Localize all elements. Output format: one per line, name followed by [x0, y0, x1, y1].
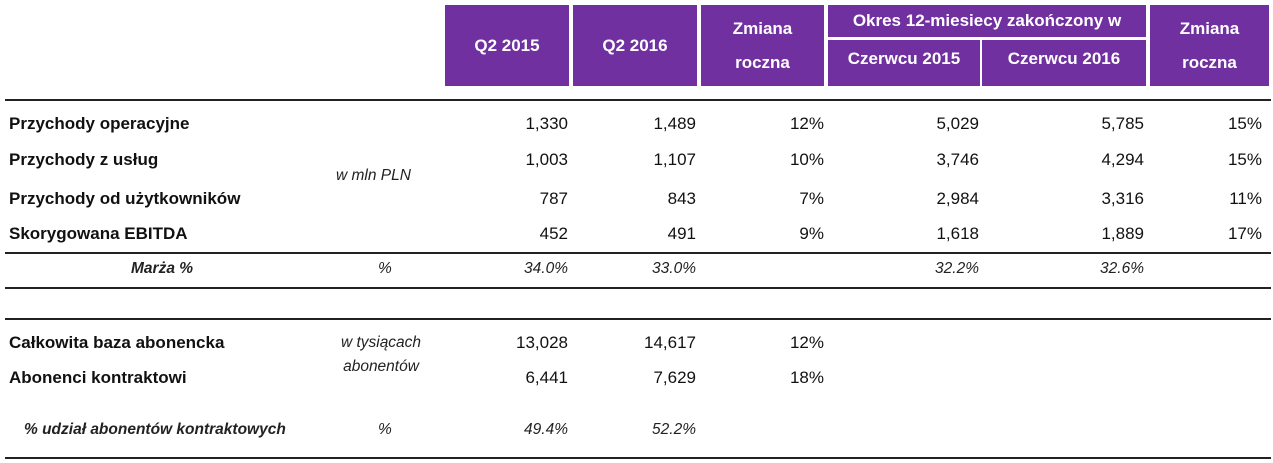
value-june-2015: 1,618	[936, 224, 979, 243]
value-yoy-12m: 17%	[1227, 224, 1262, 243]
header-q2-2016: Q2 2016	[573, 5, 697, 86]
value-june-2015: 3,746	[936, 150, 979, 169]
margin-label: Marża %	[131, 260, 194, 277]
value-q2-2016: 1,489	[653, 114, 696, 133]
value-q2-2016: 1,107	[653, 150, 696, 169]
margin-june-2015: 32.2%	[935, 260, 979, 277]
value-q2-2015: 1,003	[525, 150, 568, 169]
margin-unit: %	[378, 260, 392, 277]
value-q2-2016: 491	[667, 224, 696, 243]
value-yoy: 7%	[799, 189, 824, 208]
header-yoy-change-line2: roczna	[735, 52, 790, 72]
value-q2-2015: 1,330	[525, 114, 568, 133]
divider-after-ebitda	[5, 252, 1271, 254]
margin-q2-2016: 33.0%	[652, 260, 696, 277]
share-q2-2016: 52.2%	[652, 421, 696, 438]
header-yoy-change: Zmiana roczna	[701, 5, 824, 86]
row-label: Abonenci kontraktowi	[9, 368, 187, 387]
value-yoy-12m: 15%	[1227, 150, 1262, 169]
header-q2-2015-label: Q2 2015	[474, 35, 540, 55]
value-yoy: 18%	[789, 368, 824, 387]
header-june-2015-label: Czerwcu 2015	[847, 49, 961, 68]
header-june-2015: Czerwcu 2015	[828, 40, 980, 86]
value-yoy: 10%	[789, 150, 824, 169]
subscribers-unit-line1: w tysiącach	[340, 334, 422, 351]
value-yoy: 9%	[799, 224, 824, 243]
divider-bottom	[5, 457, 1271, 459]
divider-before-subscribers	[5, 318, 1271, 320]
divider-top	[5, 99, 1271, 101]
value-june-2016: 3,316	[1101, 189, 1144, 208]
row-label: Skorygowana EBITDA	[9, 224, 188, 243]
share-label: % udział abonentów kontraktowych	[24, 421, 286, 438]
share-unit: %	[378, 421, 392, 438]
financials-unit-label: w mln PLN	[336, 167, 411, 184]
value-yoy: 12%	[789, 333, 824, 352]
value-june-2016: 4,294	[1101, 150, 1144, 169]
value-june-2016: 5,785	[1101, 114, 1144, 133]
row-label: Przychody z usług	[9, 150, 159, 169]
value-q2-2015: 13,028	[516, 333, 568, 352]
row-label: Całkowita baza abonencka	[9, 333, 225, 352]
margin-q2-2015: 34.0%	[524, 260, 568, 277]
value-yoy: 12%	[789, 114, 824, 133]
value-q2-2015: 787	[539, 189, 568, 208]
header-june-2016-label: Czerwcu 2016	[1007, 49, 1121, 68]
share-q2-2015: 49.4%	[524, 421, 568, 438]
value-q2-2015: 452	[539, 224, 568, 243]
header-yoy-change-12m-line1: Zmiana	[1179, 18, 1240, 38]
value-q2-2016: 843	[667, 189, 696, 208]
value-q2-2016: 7,629	[653, 368, 696, 387]
divider-after-margin	[5, 287, 1271, 289]
header-period-12m-label: Okres 12-miesiecy zakończony w	[852, 11, 1122, 30]
value-q2-2016: 14,617	[644, 333, 696, 352]
subscribers-unit-line2: abonentów	[343, 358, 419, 375]
header-period-12m: Okres 12-miesiecy zakończony w	[828, 5, 1146, 37]
value-june-2015: 2,984	[936, 189, 979, 208]
header-q2-2015: Q2 2015	[445, 5, 569, 86]
value-june-2015: 5,029	[936, 114, 979, 133]
value-june-2016: 1,889	[1101, 224, 1144, 243]
header-yoy-change-line1: Zmiana	[732, 18, 793, 38]
row-label: Przychody od użytkowników	[9, 189, 241, 208]
header-q2-2016-label: Q2 2016	[602, 35, 668, 55]
value-yoy-12m: 15%	[1227, 114, 1262, 133]
value-yoy-12m: 11%	[1229, 189, 1262, 208]
row-label: Przychody operacyjne	[9, 114, 190, 133]
header-june-2016: Czerwcu 2016	[982, 40, 1146, 86]
margin-june-2016: 32.6%	[1100, 260, 1144, 277]
header-yoy-change-12m-line2: roczna	[1182, 52, 1237, 72]
header-yoy-change-12m: Zmiana roczna	[1150, 5, 1269, 86]
value-q2-2015: 6,441	[525, 368, 568, 387]
